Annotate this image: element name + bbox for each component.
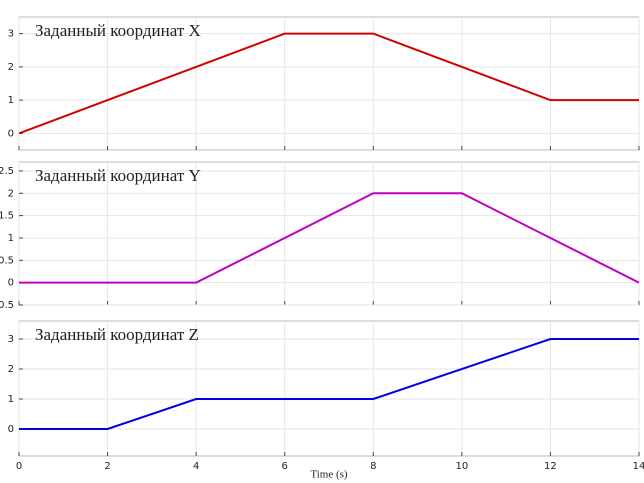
y-tick-label: 0.5 (0, 255, 14, 266)
y-tick-label: 2 (8, 188, 14, 199)
x-tick-label: 6 (282, 461, 288, 472)
x-tick-label: 2 (104, 461, 110, 472)
y-tick-label: 1.5 (0, 211, 14, 222)
chart-title: Заданный координат X (35, 21, 201, 40)
x-tick-label: 0 (16, 461, 22, 472)
x-tick-label: 14 (633, 461, 644, 472)
y-tick-label: -0.5 (0, 300, 14, 311)
y-tick-label: 2 (8, 364, 14, 375)
series-line (19, 192, 640, 284)
y-tick-label: 0 (8, 278, 14, 289)
y-tick-label: 2.5 (0, 166, 14, 177)
x-tick-label: 4 (193, 461, 199, 472)
plot-area (18, 16, 640, 151)
x-axis-label: Time (s) (310, 469, 348, 481)
y-tick-label: 1 (8, 233, 14, 244)
y-tick-label: 0 (8, 128, 14, 139)
y-tick-label: 3 (8, 29, 14, 40)
x-tick-label: 12 (544, 461, 557, 472)
x-tick-label: 8 (370, 461, 376, 472)
y-tick-label: 0 (8, 424, 14, 435)
chart-title: Заданный координат Z (35, 325, 199, 344)
series-line (19, 338, 639, 430)
series-line (18, 32, 639, 135)
plot-area (18, 161, 640, 306)
y-tick-label: 1 (8, 95, 14, 106)
x-tick-label: 10 (455, 461, 468, 472)
chart-title: Заданный координат Y (35, 166, 201, 185)
y-tick-label: 2 (8, 62, 14, 73)
y-tick-label: 1 (8, 394, 14, 405)
y-tick-label: 3 (8, 334, 14, 345)
